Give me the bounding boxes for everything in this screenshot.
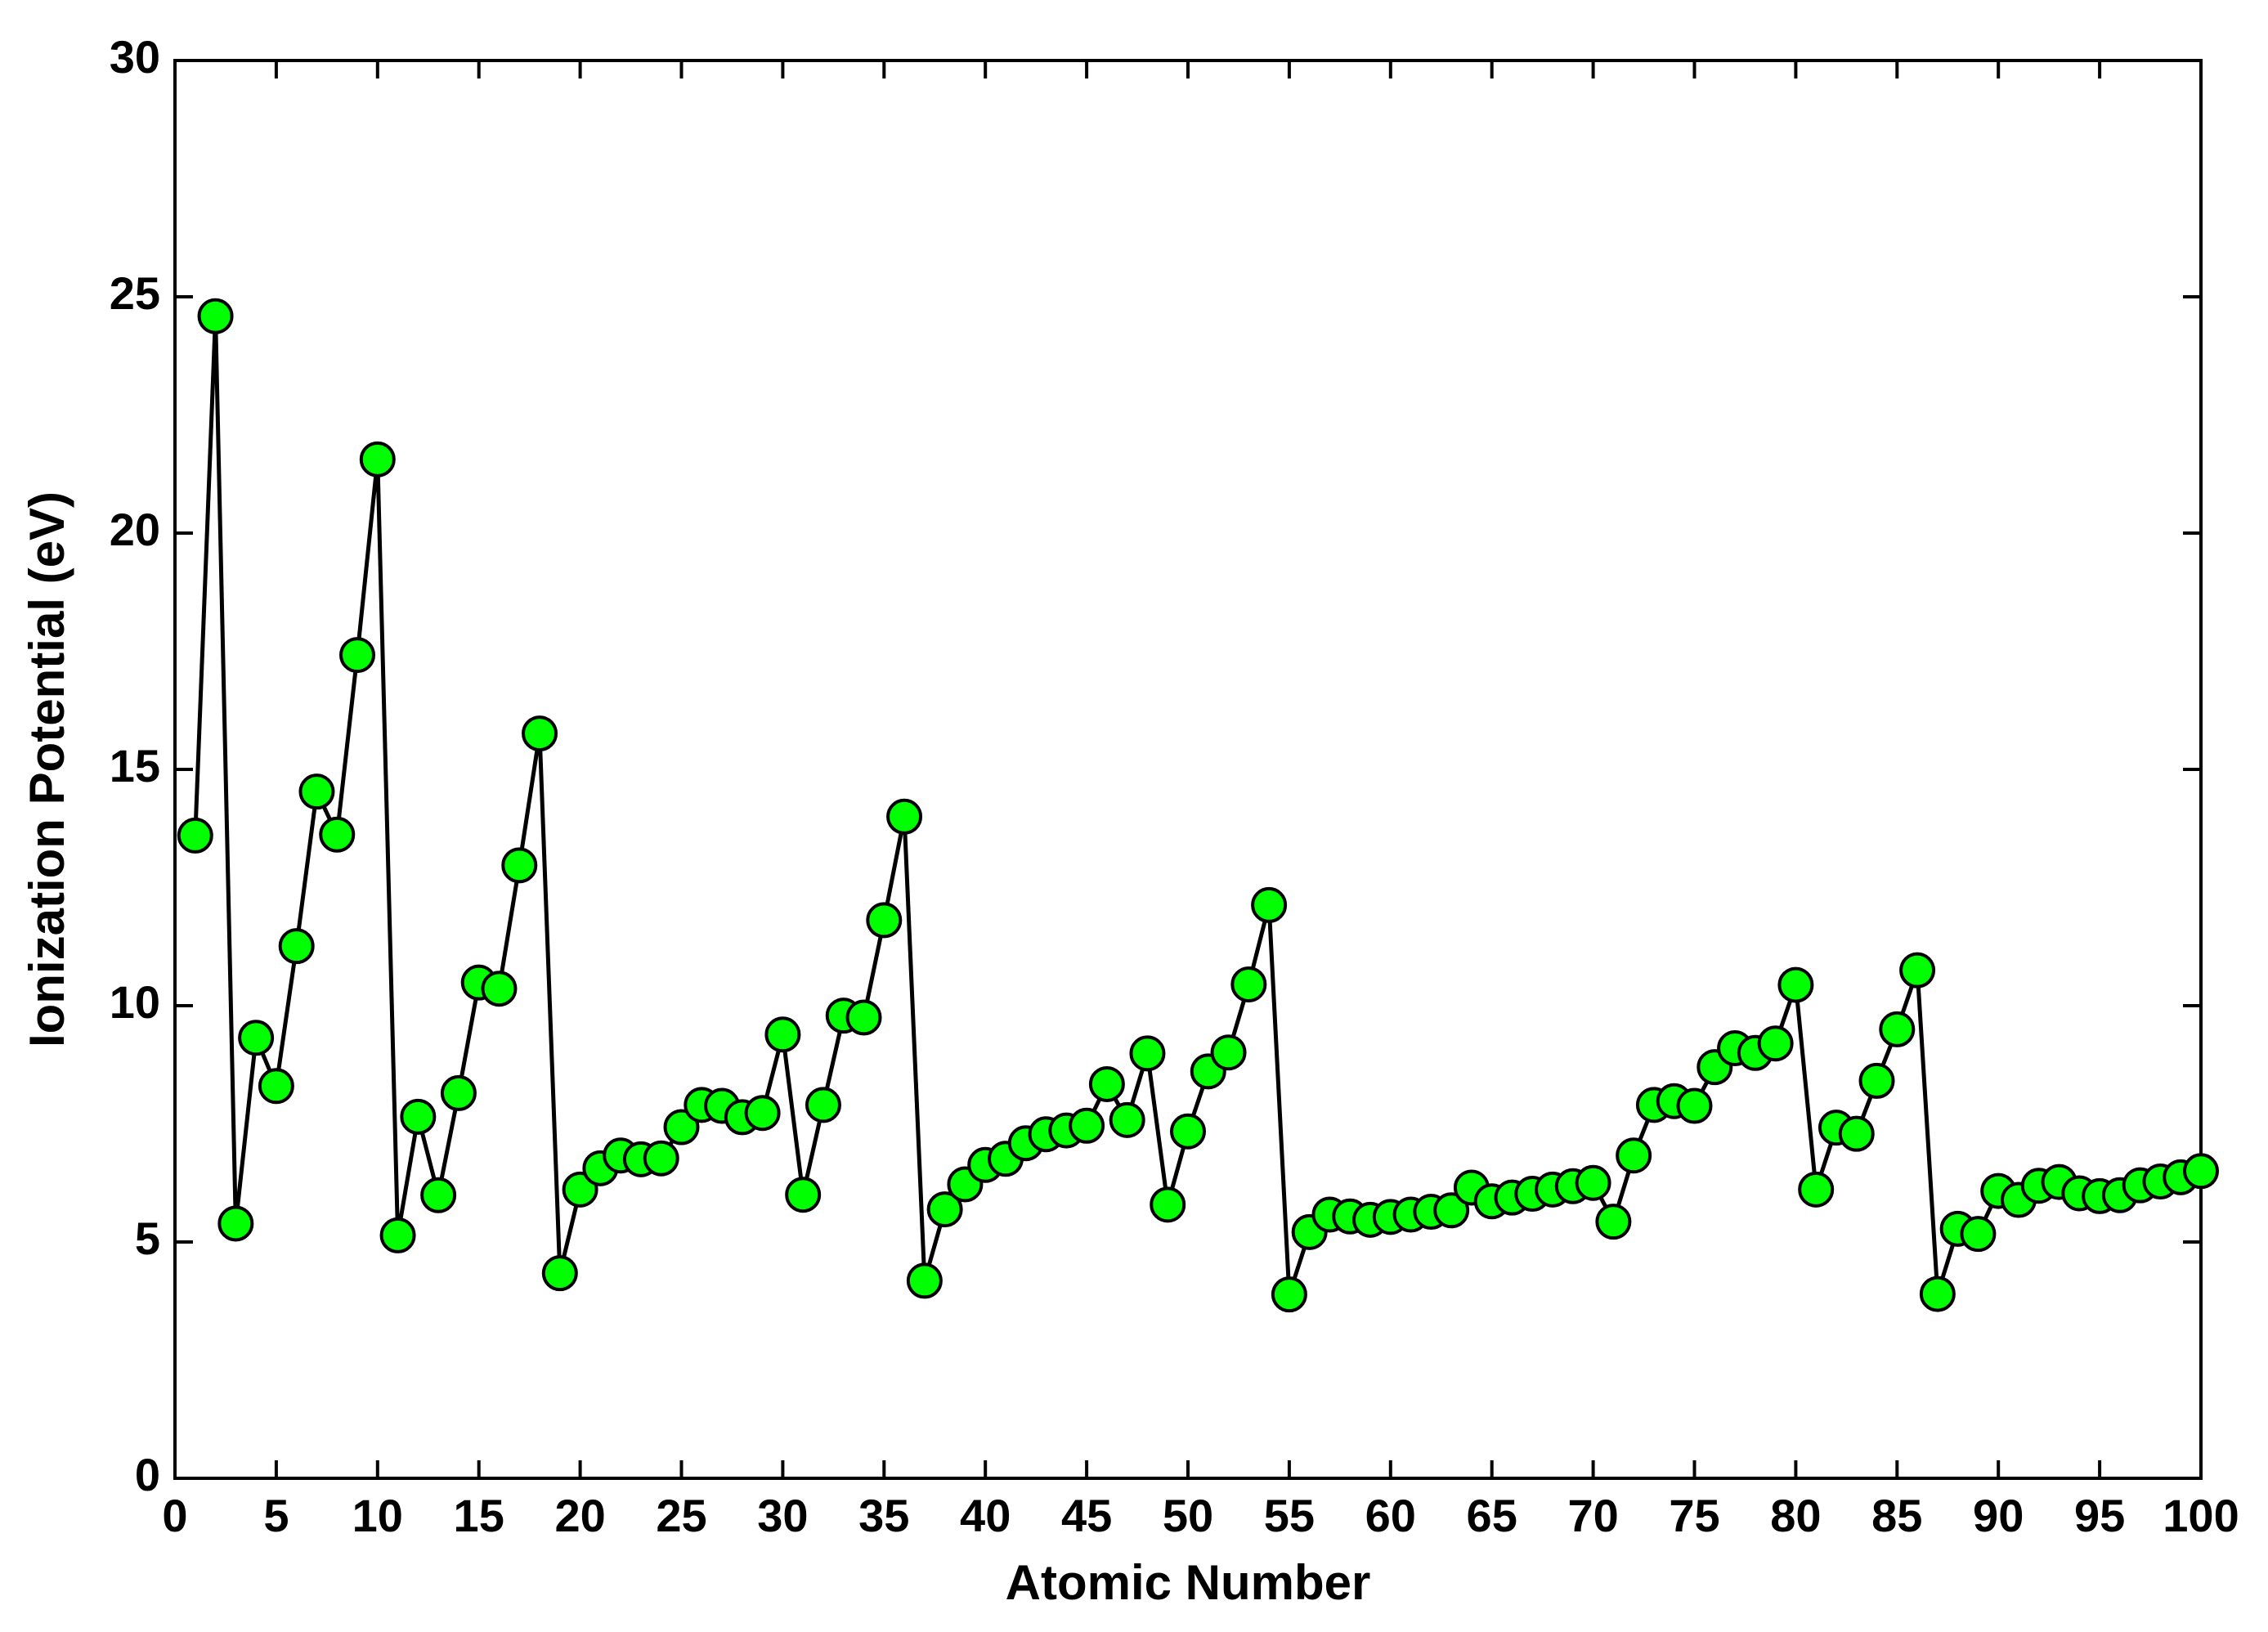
data-point [177,817,213,854]
data-point [1230,966,1267,1002]
x-axis-title: Atomic Number [1006,1555,1371,1610]
data-point [663,1109,700,1146]
data-point [1595,1204,1632,1240]
y-axis-title: Ionization Potential (eV) [20,491,74,1047]
x-tick-label: 20 [554,1490,605,1541]
x-tick-label: 15 [454,1490,504,1541]
data-point [845,999,882,1036]
data-point [298,773,335,810]
data-point [319,816,356,853]
data-point [1879,1011,1916,1047]
data-point [926,1191,963,1228]
x-tick-label: 30 [757,1490,808,1541]
data-point [744,1095,781,1132]
y-tick-label: 20 [110,504,160,555]
y-tick-label: 5 [135,1213,160,1264]
x-tick-label: 50 [1163,1490,1213,1541]
data-point [785,1177,822,1213]
data-point [1251,886,1288,923]
data-point [1798,1171,1835,1208]
data-point [2183,1153,2219,1190]
x-tick-label: 70 [1567,1490,1618,1541]
data-point [1899,952,1936,989]
x-tick-label: 100 [2163,1490,2239,1541]
data-point [866,902,903,939]
x-tick-label: 80 [1770,1490,1821,1541]
data-point [440,1074,477,1111]
y-tick-label: 10 [110,976,160,1028]
x-tick-label: 60 [1365,1490,1416,1541]
x-tick-label: 40 [960,1490,1011,1541]
series-line [193,314,2202,1297]
data-point [1757,1025,1794,1062]
data-point [1210,1034,1247,1071]
data-point [1858,1062,1895,1099]
data-point [379,1217,416,1253]
x-tick-label: 5 [263,1490,289,1541]
y-tick-label: 0 [135,1449,160,1500]
data-point [886,798,923,835]
data-point [197,298,234,334]
data-point [359,441,396,477]
data-point [1616,1137,1652,1174]
data-point [1129,1035,1166,1072]
x-tick-label: 10 [352,1490,403,1541]
y-tick-label: 15 [110,740,160,791]
x-tick-label: 95 [2074,1490,2125,1541]
data-point [1838,1115,1875,1152]
data-point [1170,1113,1206,1150]
data-point [501,847,538,884]
y-tick-label: 25 [110,267,160,319]
data-point [1088,1065,1125,1102]
x-tick-label: 75 [1669,1490,1719,1541]
data-point [1271,1276,1307,1313]
data-point [238,1020,275,1056]
data-point [1109,1101,1145,1138]
data-point [258,1068,294,1105]
y-tick-label: 30 [110,31,160,83]
data-point [522,715,558,752]
x-tick-label: 25 [656,1490,706,1541]
data-point [643,1140,679,1177]
data-point [481,971,518,1007]
data-point [1575,1164,1611,1201]
data-point [805,1087,841,1123]
data-point [1919,1276,1956,1312]
data-point [400,1098,437,1135]
data-point [764,1016,801,1053]
plot-frame [173,59,2203,1480]
x-tick-label: 35 [858,1490,909,1541]
x-tick-label: 45 [1061,1490,1112,1541]
data-point [906,1262,943,1299]
x-tick-label: 0 [162,1490,187,1541]
data-point [217,1205,254,1242]
data-point [1777,966,1814,1003]
x-tick-label: 55 [1264,1490,1315,1541]
data-point [1150,1186,1186,1223]
x-tick-label: 85 [1871,1490,1922,1541]
data-point [278,928,315,965]
data-point [541,1255,578,1292]
x-tick-label: 65 [1467,1490,1517,1541]
data-point [1676,1087,1713,1124]
data-point [1069,1107,1105,1144]
data-point [1433,1192,1470,1229]
data-point [420,1177,457,1213]
x-tick-label: 90 [1973,1490,2024,1541]
data-point [339,637,376,674]
data-point [1960,1216,1997,1253]
